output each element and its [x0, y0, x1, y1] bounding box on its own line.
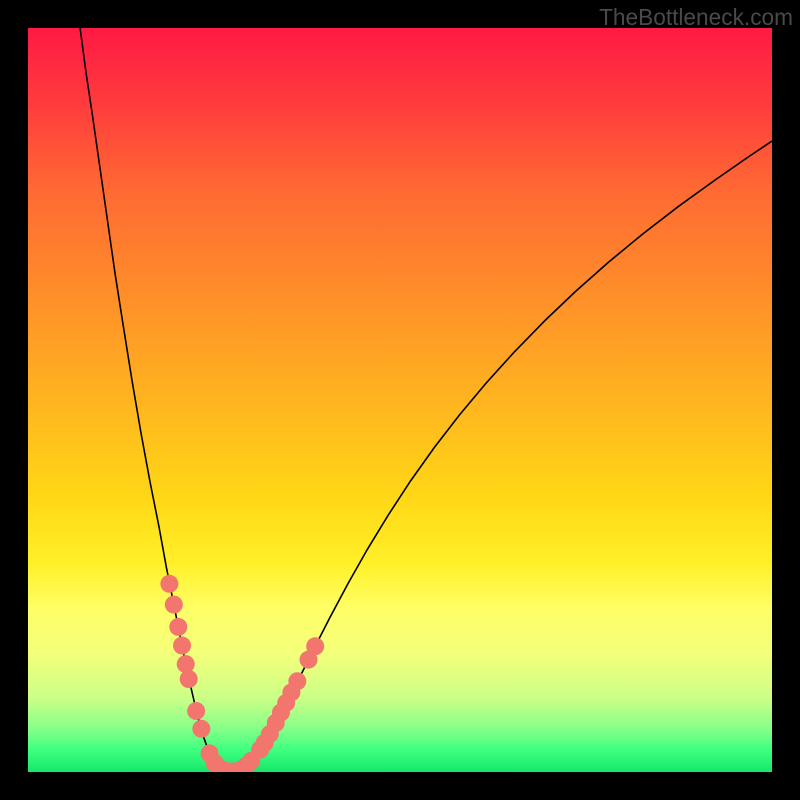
data-marker	[169, 618, 187, 636]
plot-area	[28, 28, 772, 772]
data-marker	[165, 596, 183, 614]
chart-frame: TheBottleneck.com	[0, 0, 800, 800]
data-marker	[192, 720, 210, 738]
plot-svg	[28, 28, 772, 772]
data-marker	[177, 655, 195, 673]
data-marker	[173, 637, 191, 655]
data-marker	[288, 672, 306, 690]
data-marker	[306, 637, 324, 655]
data-marker	[160, 575, 178, 593]
data-marker	[187, 702, 205, 720]
watermark-text: TheBottleneck.com	[599, 4, 793, 31]
data-marker	[180, 670, 198, 688]
